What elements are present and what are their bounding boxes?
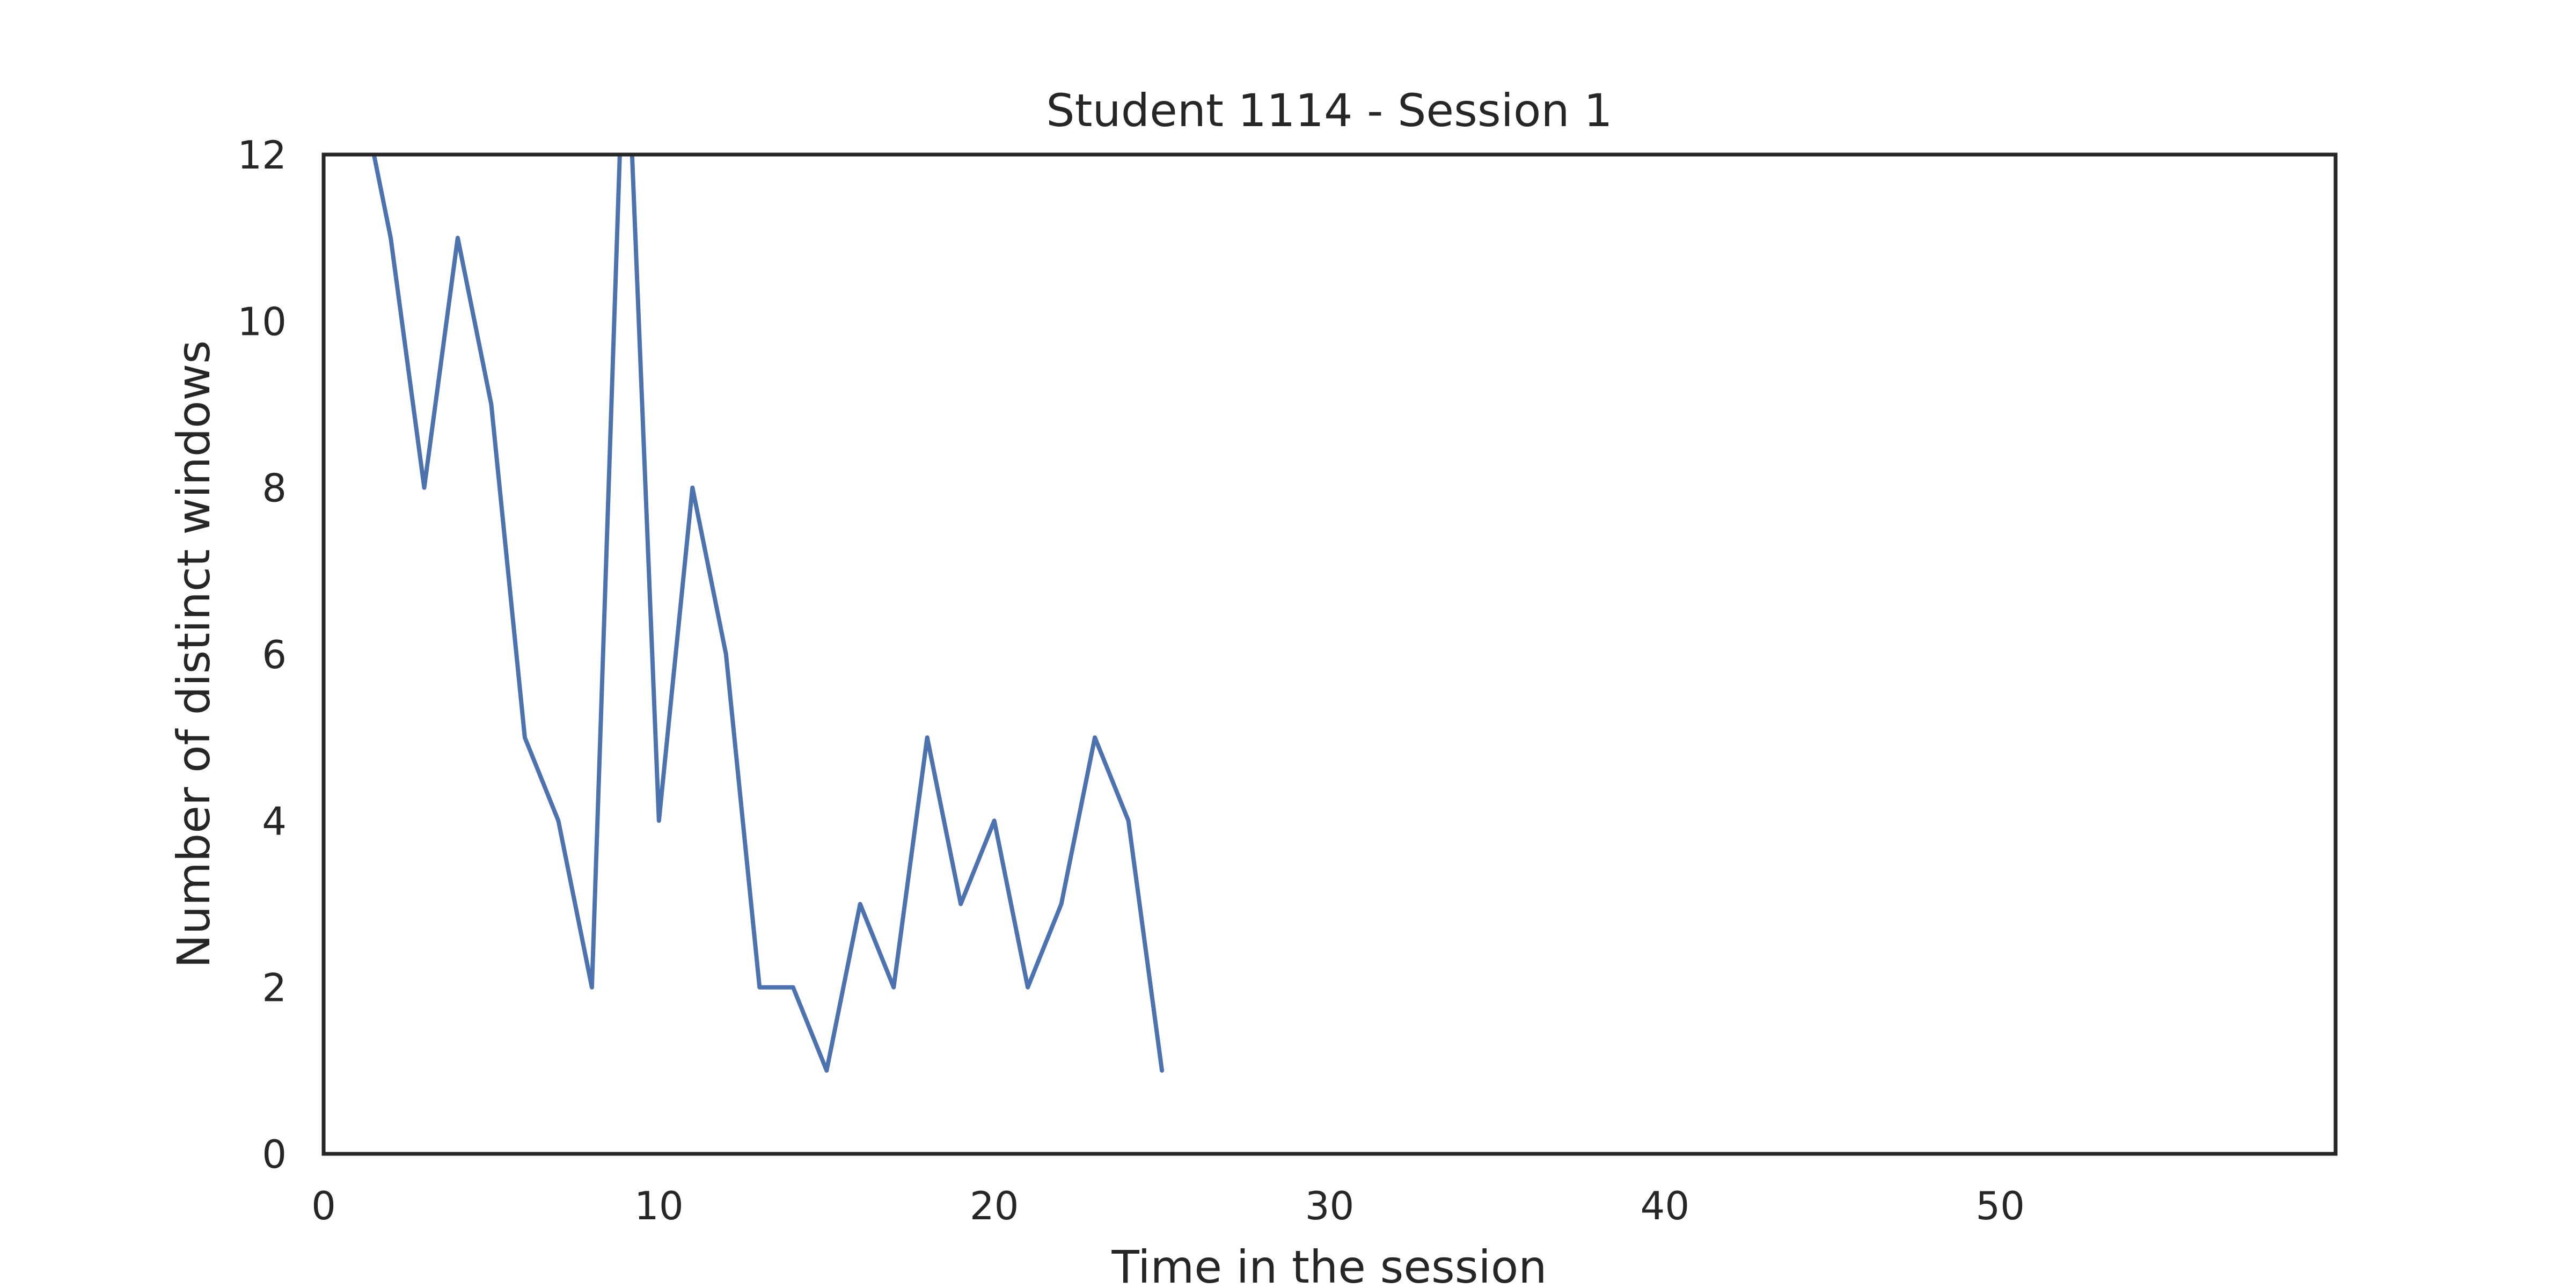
x-axis-label: Time in the session: [1111, 1241, 1547, 1288]
y-axis-label: Number of distinct windows: [167, 340, 220, 968]
y-tick-label: 8: [262, 466, 287, 511]
y-axis-ticks: 0 2 4 6 8 10 12: [237, 133, 287, 1177]
x-tick-label: 40: [1641, 1183, 1690, 1228]
y-tick-label: 4: [262, 799, 287, 844]
plot-frame: [321, 152, 2338, 1156]
y-tick-label: 2: [262, 965, 287, 1011]
y-tick-label: 10: [237, 299, 287, 344]
x-tick-label: 10: [634, 1183, 684, 1228]
x-axis-ticks: 0 10 20 30 40 50: [311, 1183, 2025, 1228]
x-tick-label: 20: [970, 1183, 1019, 1228]
series-layer: [371, 155, 1165, 1073]
x-tick-label: 50: [1975, 1183, 2025, 1228]
x-tick-label: 30: [1305, 1183, 1355, 1228]
series-line-0: [371, 155, 1165, 1073]
x-tick-label: 0: [311, 1183, 336, 1228]
chart-title: Student 1114 - Session 1: [1046, 84, 1613, 137]
y-tick-label: 0: [262, 1132, 287, 1177]
y-tick-label: 12: [237, 133, 287, 178]
y-tick-label: 6: [262, 632, 287, 677]
